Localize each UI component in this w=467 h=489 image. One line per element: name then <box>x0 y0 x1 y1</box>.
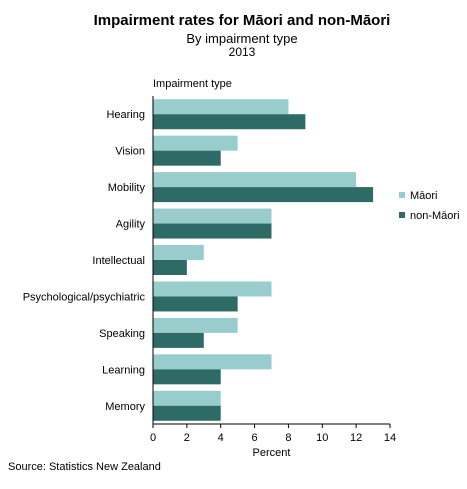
bar-vision-maori <box>153 135 238 151</box>
bar-hearing-maori <box>153 99 289 115</box>
bar-vision-non-maori <box>153 150 221 166</box>
bar-hearing-non-maori <box>153 114 306 130</box>
bar-intellectual-maori <box>153 245 204 260</box>
bar-intellectual-non-maori <box>153 260 187 275</box>
x-tick-label: 4 <box>218 432 224 444</box>
category-label: Speaking <box>99 328 145 340</box>
bar-speaking-maori <box>153 317 238 333</box>
bar-agility-non-maori <box>153 223 272 239</box>
category-label: Learning <box>102 364 145 376</box>
bar-memory-maori <box>153 390 221 406</box>
category-label: Memory <box>105 401 145 413</box>
x-tick-label: 14 <box>384 432 396 444</box>
bar-learning-non-maori <box>153 369 221 385</box>
legend-label: non-Māori <box>410 210 460 222</box>
category-label: Mobility <box>108 182 146 194</box>
y-axis-title: Impairment type <box>153 78 232 90</box>
x-tick-label: 8 <box>285 432 291 444</box>
x-tick-label: 12 <box>350 432 362 444</box>
source-note: Source: Statistics New Zealand <box>8 461 161 473</box>
x-axis-label: Percent <box>253 447 291 459</box>
category-label: Vision <box>115 146 145 158</box>
category-label: Hearing <box>106 109 145 121</box>
x-tick-label: 6 <box>252 432 258 444</box>
category-labels: Hearing Vision Mobility Agility Intellectual… <box>23 109 146 413</box>
x-tick-label: 10 <box>316 432 328 444</box>
bar-speaking-non-maori <box>153 332 204 348</box>
category-label: Intellectual <box>92 255 145 267</box>
bar-agility-maori <box>153 208 272 224</box>
x-axis: 0 2 4 6 8 10 12 14 <box>150 96 396 444</box>
bar-psychological-psychiatric-non-maori <box>153 296 238 312</box>
legend: Māori non-Māori <box>399 190 460 222</box>
chart-title: Impairment rates for Māori and non-Māori <box>93 12 391 29</box>
legend-label: Māori <box>410 190 438 202</box>
bar-mobility-maori <box>153 172 357 188</box>
legend-swatch <box>399 192 405 198</box>
legend-swatch <box>399 212 405 218</box>
category-label: Agility <box>116 219 146 231</box>
bar-psychological-psychiatric-maori <box>153 281 272 297</box>
x-tick-label: 2 <box>184 432 190 444</box>
x-tick-label: 0 <box>150 432 156 444</box>
bar-mobility-non-maori <box>153 187 374 203</box>
bar-memory-non-maori <box>153 405 221 421</box>
chart-subtitle: By impairment type <box>186 31 298 46</box>
chart-year: 2013 <box>228 45 256 59</box>
bars-group <box>153 99 374 421</box>
bar-learning-maori <box>153 354 272 370</box>
category-label: Psychological/psychiatric <box>23 291 146 303</box>
